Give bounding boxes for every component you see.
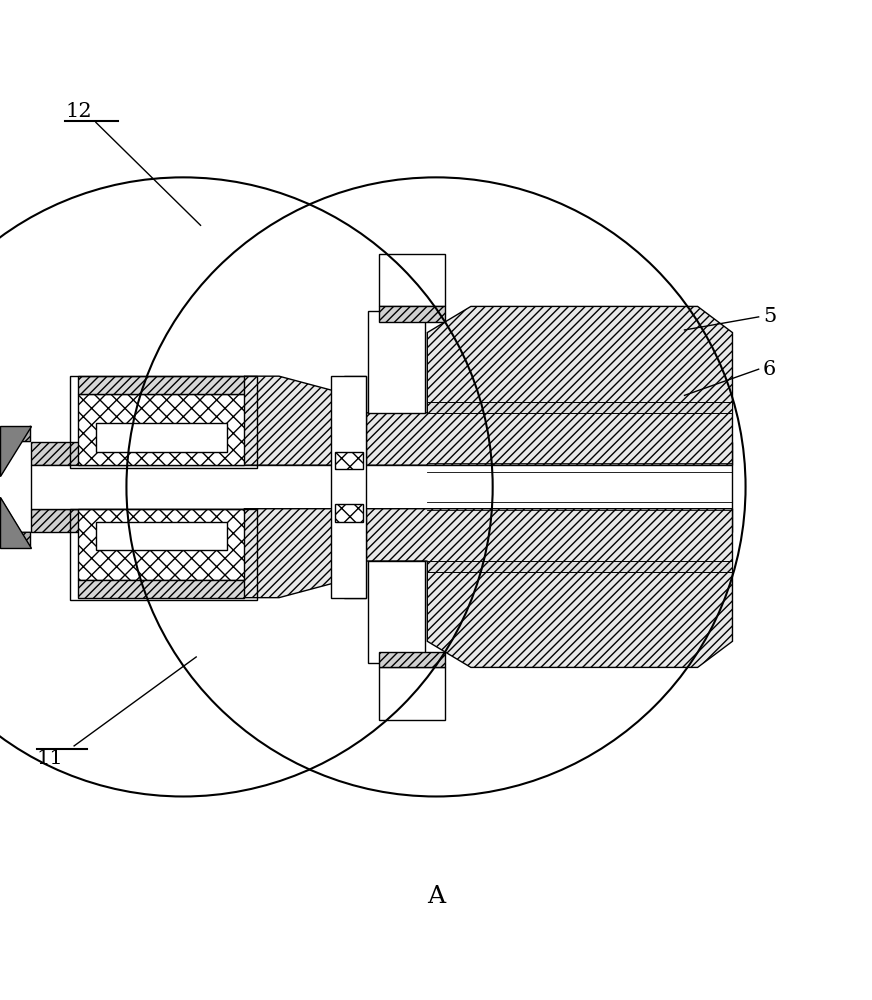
Text: 11: 11	[37, 749, 64, 768]
Bar	[379, 254, 445, 306]
Bar	[78, 509, 244, 580]
Bar	[70, 509, 257, 600]
Polygon shape	[344, 376, 366, 465]
Bar	[78, 580, 244, 598]
Bar	[31, 509, 732, 532]
Polygon shape	[0, 497, 31, 548]
Bar	[70, 376, 257, 468]
Bar	[331, 376, 366, 598]
Polygon shape	[0, 426, 31, 476]
Bar	[31, 442, 732, 465]
Bar	[368, 561, 425, 663]
Polygon shape	[244, 376, 344, 465]
Bar	[96, 522, 227, 550]
Polygon shape	[366, 306, 732, 465]
Polygon shape	[0, 497, 31, 548]
Bar	[96, 423, 227, 452]
Text: 12: 12	[65, 102, 92, 121]
Polygon shape	[0, 426, 31, 476]
Bar	[335, 504, 363, 522]
Bar	[427, 402, 732, 413]
Text: 6: 6	[763, 360, 776, 379]
Text: A: A	[427, 885, 445, 908]
Bar	[379, 667, 445, 720]
Bar	[78, 376, 244, 394]
Bar	[335, 452, 363, 469]
Text: 5: 5	[763, 307, 776, 326]
Bar	[368, 311, 425, 413]
Polygon shape	[366, 509, 732, 667]
Bar	[31, 465, 732, 509]
Bar	[78, 394, 244, 465]
Polygon shape	[244, 509, 344, 598]
Bar	[427, 561, 732, 572]
Polygon shape	[344, 509, 366, 598]
Bar	[379, 306, 445, 322]
Bar	[379, 652, 445, 667]
